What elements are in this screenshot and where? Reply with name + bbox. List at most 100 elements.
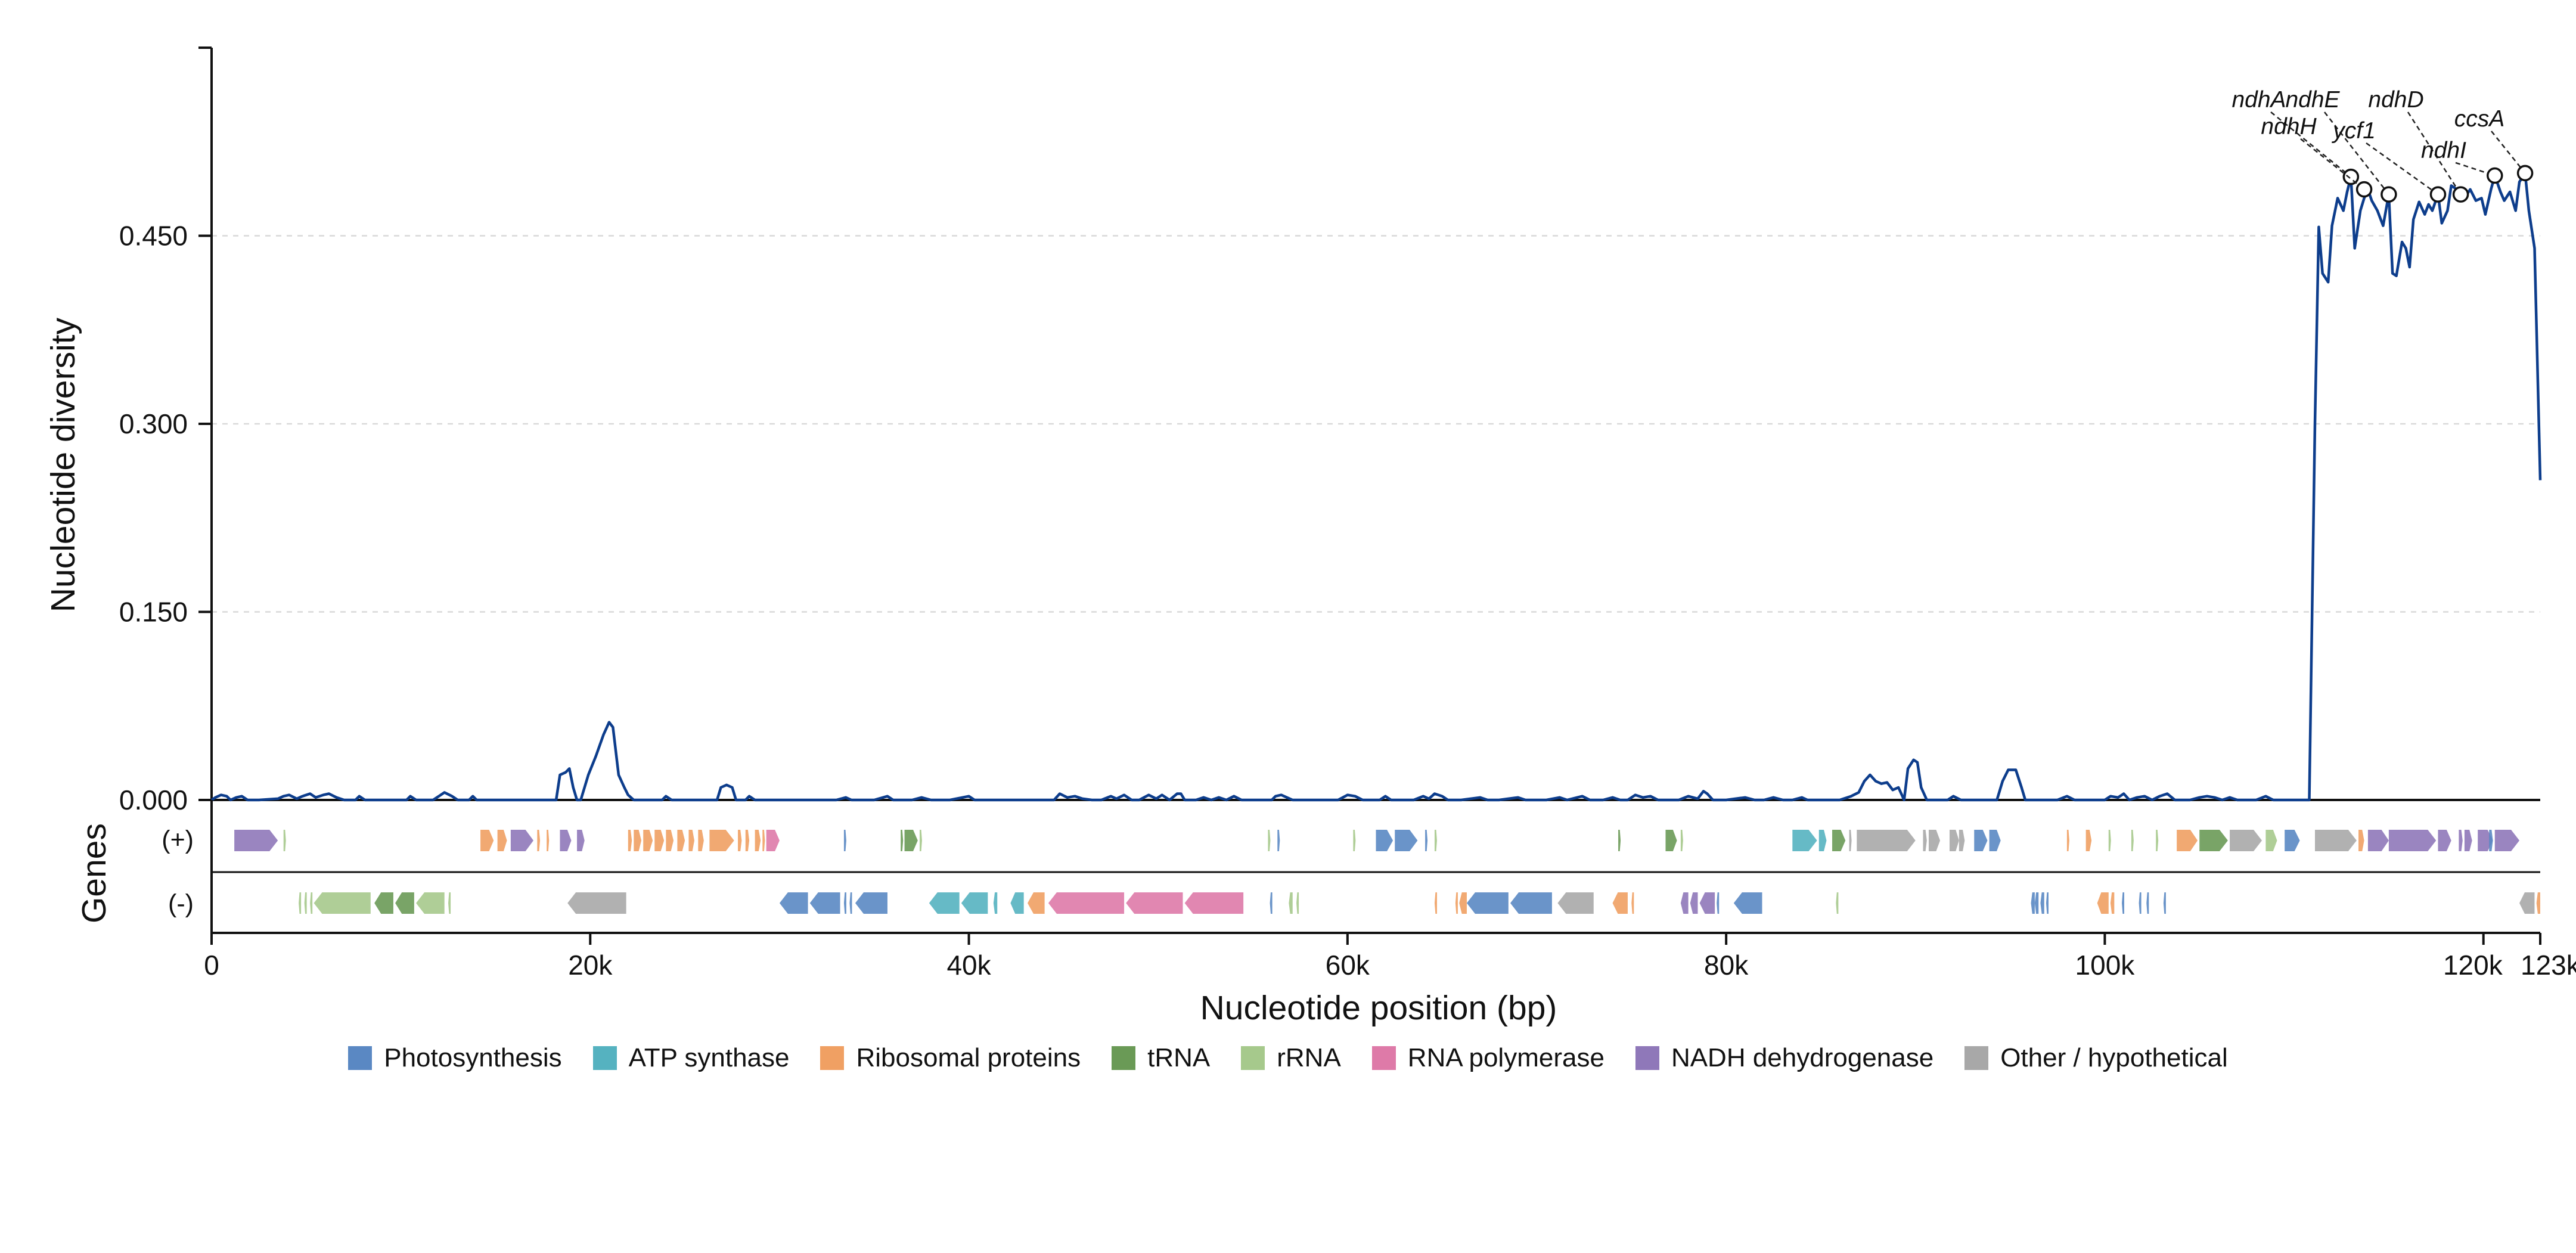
x-tick-label: 0	[204, 950, 219, 981]
gene-arrow	[1792, 830, 1817, 851]
gene-arrow	[1680, 830, 1683, 851]
gene-arrow	[1974, 830, 1988, 851]
legend-label: ATP synthase	[628, 1043, 790, 1072]
gene-arrow	[1466, 892, 1509, 914]
gene-arrow	[1717, 892, 1720, 914]
gene-arrow	[745, 830, 750, 851]
gene-arrow	[2265, 830, 2277, 851]
gene-arrow	[688, 830, 694, 851]
legend-swatch	[1112, 1046, 1136, 1070]
annotation-leader	[2491, 131, 2526, 174]
gene-arrow	[1028, 892, 1045, 914]
gene-arrow	[709, 830, 734, 851]
gene-arrow	[1923, 830, 1927, 851]
gene-arrow	[1959, 830, 1965, 851]
annotation-leader	[2324, 111, 2389, 195]
gene-arrow	[855, 892, 887, 914]
gene-arrow	[2519, 892, 2535, 914]
gene-arrow	[1434, 830, 1437, 851]
gene-arrow	[2536, 892, 2540, 914]
y-tick-label: 0.450	[119, 221, 188, 252]
x-tick-label: 40k	[946, 950, 991, 981]
gene-arrow	[1849, 830, 1852, 851]
gene-arrow	[809, 892, 840, 914]
annotation-label: ndhD	[2368, 87, 2423, 113]
gene-arrow	[738, 830, 742, 851]
gene-arrow	[779, 892, 808, 914]
legend-label: RNA polymerase	[1407, 1043, 1604, 1072]
gene-arrow	[1836, 892, 1839, 914]
gene-arrow	[1395, 830, 1418, 851]
annotation-marker	[2452, 186, 2469, 203]
gene-arrow	[480, 830, 494, 851]
gene-arrow	[1690, 892, 1698, 914]
gene-arrow	[2156, 830, 2159, 851]
gene-arrow	[1510, 892, 1552, 914]
gene-arrow	[1425, 830, 1428, 851]
annotation-label: ndhH	[2261, 114, 2317, 139]
annotation-label: ndhA	[2232, 87, 2286, 113]
legend: Photosynthesis ATP synthase Ribosomal prot…	[0, 1037, 2576, 1079]
annotation-marker	[2487, 167, 2503, 184]
gene-track	[210, 800, 2540, 934]
gene-arrow	[374, 892, 393, 914]
gene-arrow	[1631, 892, 1634, 914]
gene-arrow	[299, 892, 302, 914]
gene-arrow	[634, 830, 642, 851]
legend-item: Ribosomal proteins	[820, 1043, 1081, 1073]
annotation-marker	[2381, 186, 2397, 203]
gene-arrow	[2459, 830, 2463, 851]
gene-arrow	[2285, 830, 2300, 851]
gene-arrow	[961, 892, 988, 914]
gene-arrow	[1699, 892, 1715, 914]
y-tick-label: 0.150	[119, 597, 188, 628]
gene-arrow	[1680, 892, 1689, 914]
gene-arrow	[628, 830, 632, 851]
gene-arrow	[537, 830, 541, 851]
gene-arrow	[1557, 892, 1594, 914]
gene-arrow	[1989, 830, 2001, 851]
annotation-marker	[2516, 165, 2534, 182]
gene-arrow	[2177, 830, 2198, 851]
gene-arrow	[1353, 830, 1356, 851]
legend-item: Photosynthesis	[348, 1043, 562, 1073]
gene-arrow	[2040, 892, 2044, 914]
annotation-label: ndhI	[2421, 138, 2466, 163]
x-tick-label: 123k	[2521, 950, 2576, 981]
gene-arrow	[497, 830, 507, 851]
gene-arrow	[2139, 892, 2142, 914]
x-tick-label: 20k	[568, 950, 613, 981]
y-tick-label: 0.000	[119, 784, 188, 815]
gene-arrow	[643, 830, 653, 851]
legend-swatch	[1635, 1046, 1659, 1070]
gene-arrow	[1949, 830, 1959, 851]
legend-swatch	[1964, 1046, 1989, 1070]
gene-arrow	[2108, 830, 2111, 851]
gene-arrow	[448, 892, 451, 914]
minus-strand-label: (-)	[168, 889, 194, 918]
gene-arrow	[843, 892, 846, 914]
gene-arrow	[2110, 892, 2115, 914]
gridlines	[212, 235, 2540, 613]
annotation-leader	[2366, 142, 2439, 196]
gene-arrow	[395, 892, 414, 914]
legend-item: RNA polymerase	[1371, 1043, 1604, 1073]
gene-arrow	[1184, 892, 1244, 914]
annotation-label: ndhE	[2285, 87, 2340, 113]
gene-arrow	[2163, 892, 2166, 914]
gene-arrow	[2388, 830, 2437, 851]
gene-arrow	[234, 830, 278, 851]
gene-arrow	[283, 830, 286, 851]
gene-arrow	[567, 892, 626, 914]
gene-arrow	[2358, 830, 2364, 851]
legend-swatch	[592, 1046, 617, 1070]
gene-arrow	[2478, 830, 2493, 851]
gene-arrow	[510, 830, 533, 851]
gene-arrow	[310, 892, 313, 914]
gene-arrow	[901, 830, 904, 851]
gene-arrow	[2230, 830, 2262, 851]
x-tick-label: 120k	[2443, 950, 2503, 981]
gene-track-title: Genes	[75, 823, 113, 923]
